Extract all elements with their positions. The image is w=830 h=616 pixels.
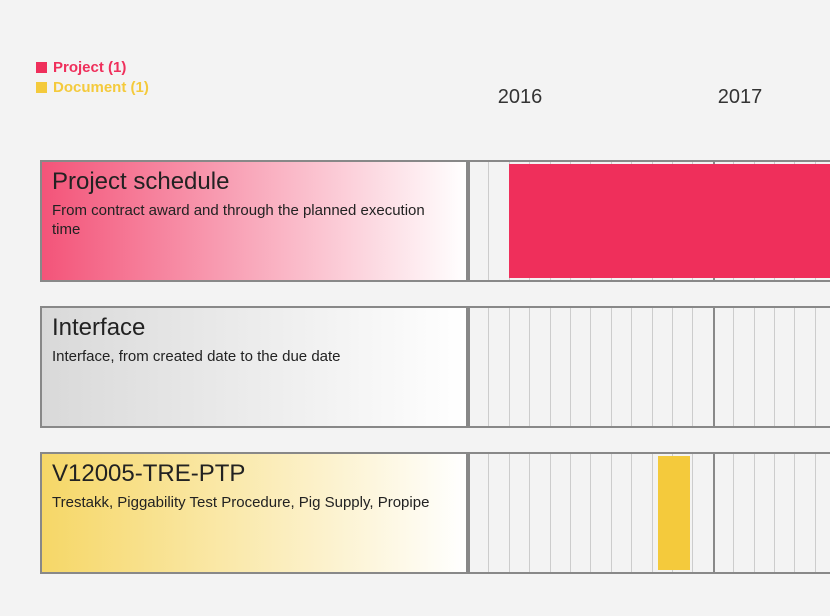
gridline bbox=[815, 454, 816, 572]
row-timeline bbox=[468, 452, 830, 574]
gridline bbox=[611, 454, 612, 572]
gridline bbox=[754, 308, 755, 426]
row-title: Project schedule bbox=[52, 168, 456, 196]
gridline bbox=[794, 454, 795, 572]
gantt-row: V12005-TRE-PTP Trestakk, Piggability Test… bbox=[40, 452, 830, 574]
legend-item: Project (1) bbox=[36, 58, 149, 78]
gridline bbox=[488, 162, 489, 280]
row-timeline bbox=[468, 160, 830, 282]
gridline bbox=[692, 454, 693, 572]
gridline bbox=[509, 308, 510, 426]
legend-count: (1) bbox=[108, 58, 126, 78]
gridline bbox=[754, 454, 755, 572]
row-label: V12005-TRE-PTP Trestakk, Piggability Test… bbox=[40, 452, 468, 574]
gridline bbox=[815, 308, 816, 426]
row-label: Interface Interface, from created date to… bbox=[40, 306, 468, 428]
grid-lines bbox=[468, 308, 830, 426]
gridline-major bbox=[468, 162, 470, 280]
gridline bbox=[570, 454, 571, 572]
legend-label: Project bbox=[53, 58, 104, 78]
gridline bbox=[611, 308, 612, 426]
gridline bbox=[774, 308, 775, 426]
gridline bbox=[774, 454, 775, 572]
gridline bbox=[509, 454, 510, 572]
gridline bbox=[488, 454, 489, 572]
gridline-major bbox=[713, 308, 715, 426]
year-label: 2016 bbox=[498, 86, 543, 109]
gridline bbox=[570, 308, 571, 426]
year-axis: 2016 2017 bbox=[0, 86, 830, 114]
gridline bbox=[733, 308, 734, 426]
gantt-rows: Project schedule From contract award and … bbox=[40, 160, 830, 598]
gridline-major bbox=[468, 454, 470, 572]
gridline bbox=[550, 454, 551, 572]
row-timeline bbox=[468, 306, 830, 428]
gantt-bar bbox=[658, 456, 691, 570]
gridline bbox=[631, 454, 632, 572]
gridline bbox=[529, 308, 530, 426]
row-description: From contract award and through the plan… bbox=[52, 202, 456, 240]
gridline-major bbox=[468, 308, 470, 426]
gantt-row: Interface Interface, from created date to… bbox=[40, 306, 830, 428]
gridline bbox=[631, 308, 632, 426]
gridline bbox=[692, 308, 693, 426]
row-description: Interface, from created date to the due … bbox=[52, 348, 456, 367]
gridline bbox=[672, 308, 673, 426]
gantt-bar bbox=[509, 164, 830, 278]
gridline bbox=[733, 454, 734, 572]
gridline bbox=[590, 454, 591, 572]
gridline bbox=[652, 308, 653, 426]
gridline-major bbox=[713, 454, 715, 572]
gridline bbox=[590, 308, 591, 426]
grid-lines bbox=[468, 454, 830, 572]
gridline bbox=[550, 308, 551, 426]
row-title: V12005-TRE-PTP bbox=[52, 460, 456, 488]
row-label: Project schedule From contract award and … bbox=[40, 160, 468, 282]
year-label: 2017 bbox=[718, 86, 763, 109]
gridline bbox=[794, 308, 795, 426]
legend-swatch bbox=[36, 62, 47, 73]
gridline bbox=[652, 454, 653, 572]
row-title: Interface bbox=[52, 314, 456, 342]
gantt-row: Project schedule From contract award and … bbox=[40, 160, 830, 282]
gridline bbox=[529, 454, 530, 572]
row-description: Trestakk, Piggability Test Procedure, Pi… bbox=[52, 494, 456, 513]
gridline bbox=[488, 308, 489, 426]
